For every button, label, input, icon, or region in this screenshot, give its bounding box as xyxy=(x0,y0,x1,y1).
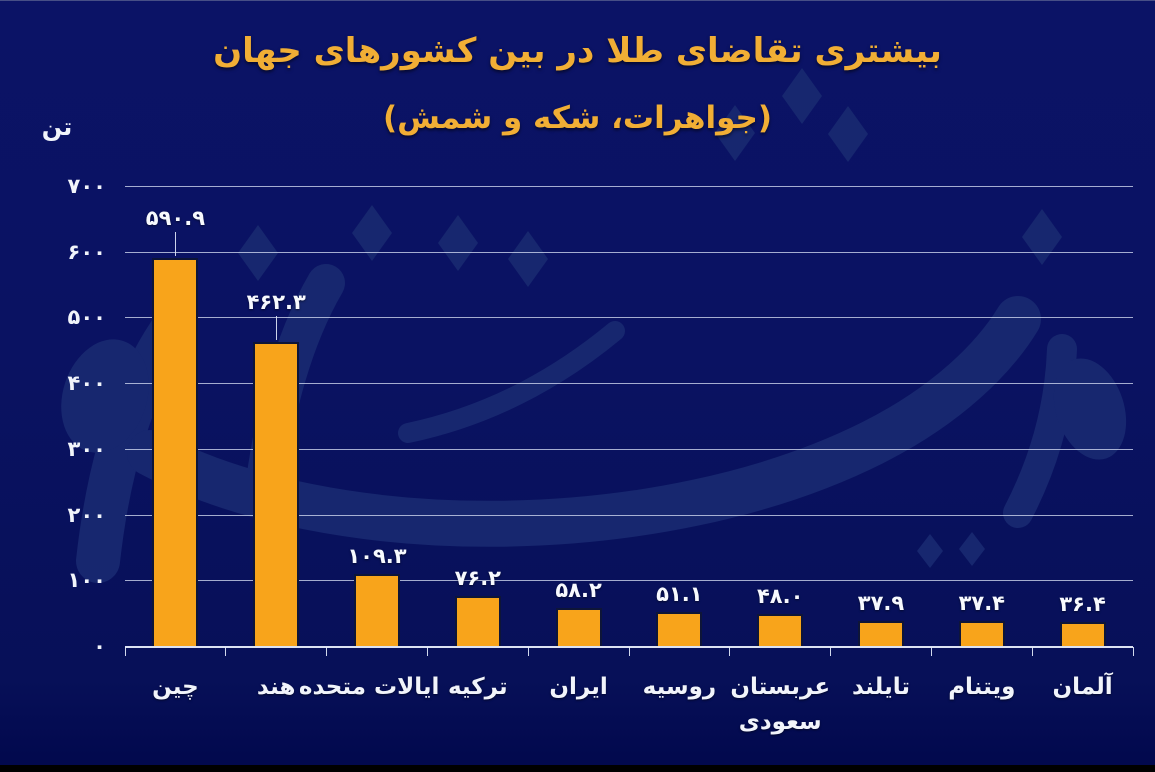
bar-value-label: ۵۸.۲ xyxy=(555,577,602,602)
chart-title: بیشتری تقاضای طلا در بین کشورهای جهان xyxy=(213,31,942,71)
y-tick-label: ۲۰۰ xyxy=(67,502,106,527)
bar-value-label: ۳۷.۹ xyxy=(857,591,905,616)
bar-slot: ۳۶.۴ آلمان xyxy=(1032,186,1133,700)
bar-slot: ۵۸.۲ ایران xyxy=(528,186,629,700)
bar-slot: ۵۱.۱ روسیه xyxy=(629,186,730,700)
x-axis-tick xyxy=(729,647,731,656)
gridline xyxy=(125,383,1133,385)
bar-value-label: ۷۶.۲ xyxy=(454,565,501,590)
bar-slot: ۴۶۲.۳ هند xyxy=(226,186,327,700)
y-tick-label: ۰ xyxy=(93,634,106,658)
bar-value-label: ۵۱.۱ xyxy=(656,582,703,607)
x-axis-tick xyxy=(225,647,227,656)
gridline xyxy=(125,514,1133,516)
x-axis-tick xyxy=(426,647,428,656)
bar-slot: ۳۷.۹ تایلند xyxy=(831,186,932,700)
gridline xyxy=(125,448,1133,450)
category-label: هند xyxy=(256,674,296,700)
bar-slot: ۳۷.۴ ویتنام xyxy=(931,186,1032,700)
bar-value-label: ۳۶.۴ xyxy=(1059,592,1106,617)
y-tick-label: ۱۰۰ xyxy=(67,568,106,593)
bar-slot: ۴۸.۰ عربستان سعودی xyxy=(730,186,831,734)
value-leader-line xyxy=(276,316,278,341)
y-tick-label: ۵۰۰ xyxy=(67,305,106,330)
bottom-strip xyxy=(0,765,1155,772)
chart-subtitle: (جواهرات، شکه و شمش) xyxy=(382,100,773,136)
bar xyxy=(353,574,400,646)
gridline xyxy=(125,580,1133,582)
gridline xyxy=(125,251,1133,253)
bar xyxy=(656,612,703,646)
x-axis-tick xyxy=(124,647,126,656)
bar xyxy=(857,621,904,646)
bar xyxy=(152,257,199,646)
y-tick-label: ۳۰۰ xyxy=(67,436,106,461)
y-tick-label: ۴۰۰ xyxy=(67,371,106,396)
gridline xyxy=(125,317,1133,319)
category-label: ایران xyxy=(549,674,608,700)
bar-slot: ۵۹۰.۹ چین xyxy=(125,186,226,700)
value-leader-line xyxy=(175,231,177,256)
gridline xyxy=(125,186,1133,187)
category-label: ایالات متحده xyxy=(298,674,440,700)
bar-value-label: ۱۰۹.۳ xyxy=(347,544,407,569)
category-label: عربستان سعودی xyxy=(730,674,831,735)
category-label: آلمان xyxy=(1052,674,1113,700)
y-axis-unit-label: تن xyxy=(41,113,73,141)
y-axis-labels: ۷۰۰ ۶۰۰ ۵۰۰ ۴۰۰ ۳۰۰ ۲۰۰ ۱۰۰ ۰ xyxy=(18,174,112,658)
x-axis-tick xyxy=(527,647,529,656)
plot-area: ۵۹۰.۹ چین ۴۶۲.۳ هند ۱۰۹.۳ ایالات متحده ۷۶.۲ ترک… xyxy=(124,186,1134,735)
x-axis-tick xyxy=(830,647,832,656)
x-axis-tick xyxy=(628,647,630,656)
category-label: روسیه xyxy=(642,674,717,700)
y-tick-label: ۷۰۰ xyxy=(67,174,106,198)
bar-slot: ۱۰۹.۳ ایالات متحده xyxy=(299,186,439,700)
bar-value-label: ۴۸.۰ xyxy=(756,584,804,609)
bar-slot: ۷۶.۲ ترکیه xyxy=(427,186,528,700)
x-axis-tick xyxy=(930,647,932,656)
bar-value-label: ۵۹۰.۹ xyxy=(145,205,206,230)
x-axis-tick xyxy=(326,647,328,656)
category-label: تایلند xyxy=(852,674,910,700)
bar-value-label: ۳۷.۴ xyxy=(958,591,1005,616)
bar xyxy=(454,595,501,646)
x-axis-tick xyxy=(1031,647,1033,656)
category-label: چین xyxy=(152,674,199,700)
y-tick-label: ۶۰۰ xyxy=(67,239,106,264)
bar xyxy=(757,614,804,646)
bar xyxy=(253,342,300,646)
bar xyxy=(555,607,602,646)
x-axis-tick xyxy=(1132,647,1134,656)
bar xyxy=(958,621,1005,646)
category-label: ترکیه xyxy=(447,674,508,700)
bar xyxy=(1059,622,1106,646)
bar-value-label: ۴۶۲.۳ xyxy=(246,290,306,315)
category-label: ویتنام xyxy=(948,674,1016,700)
